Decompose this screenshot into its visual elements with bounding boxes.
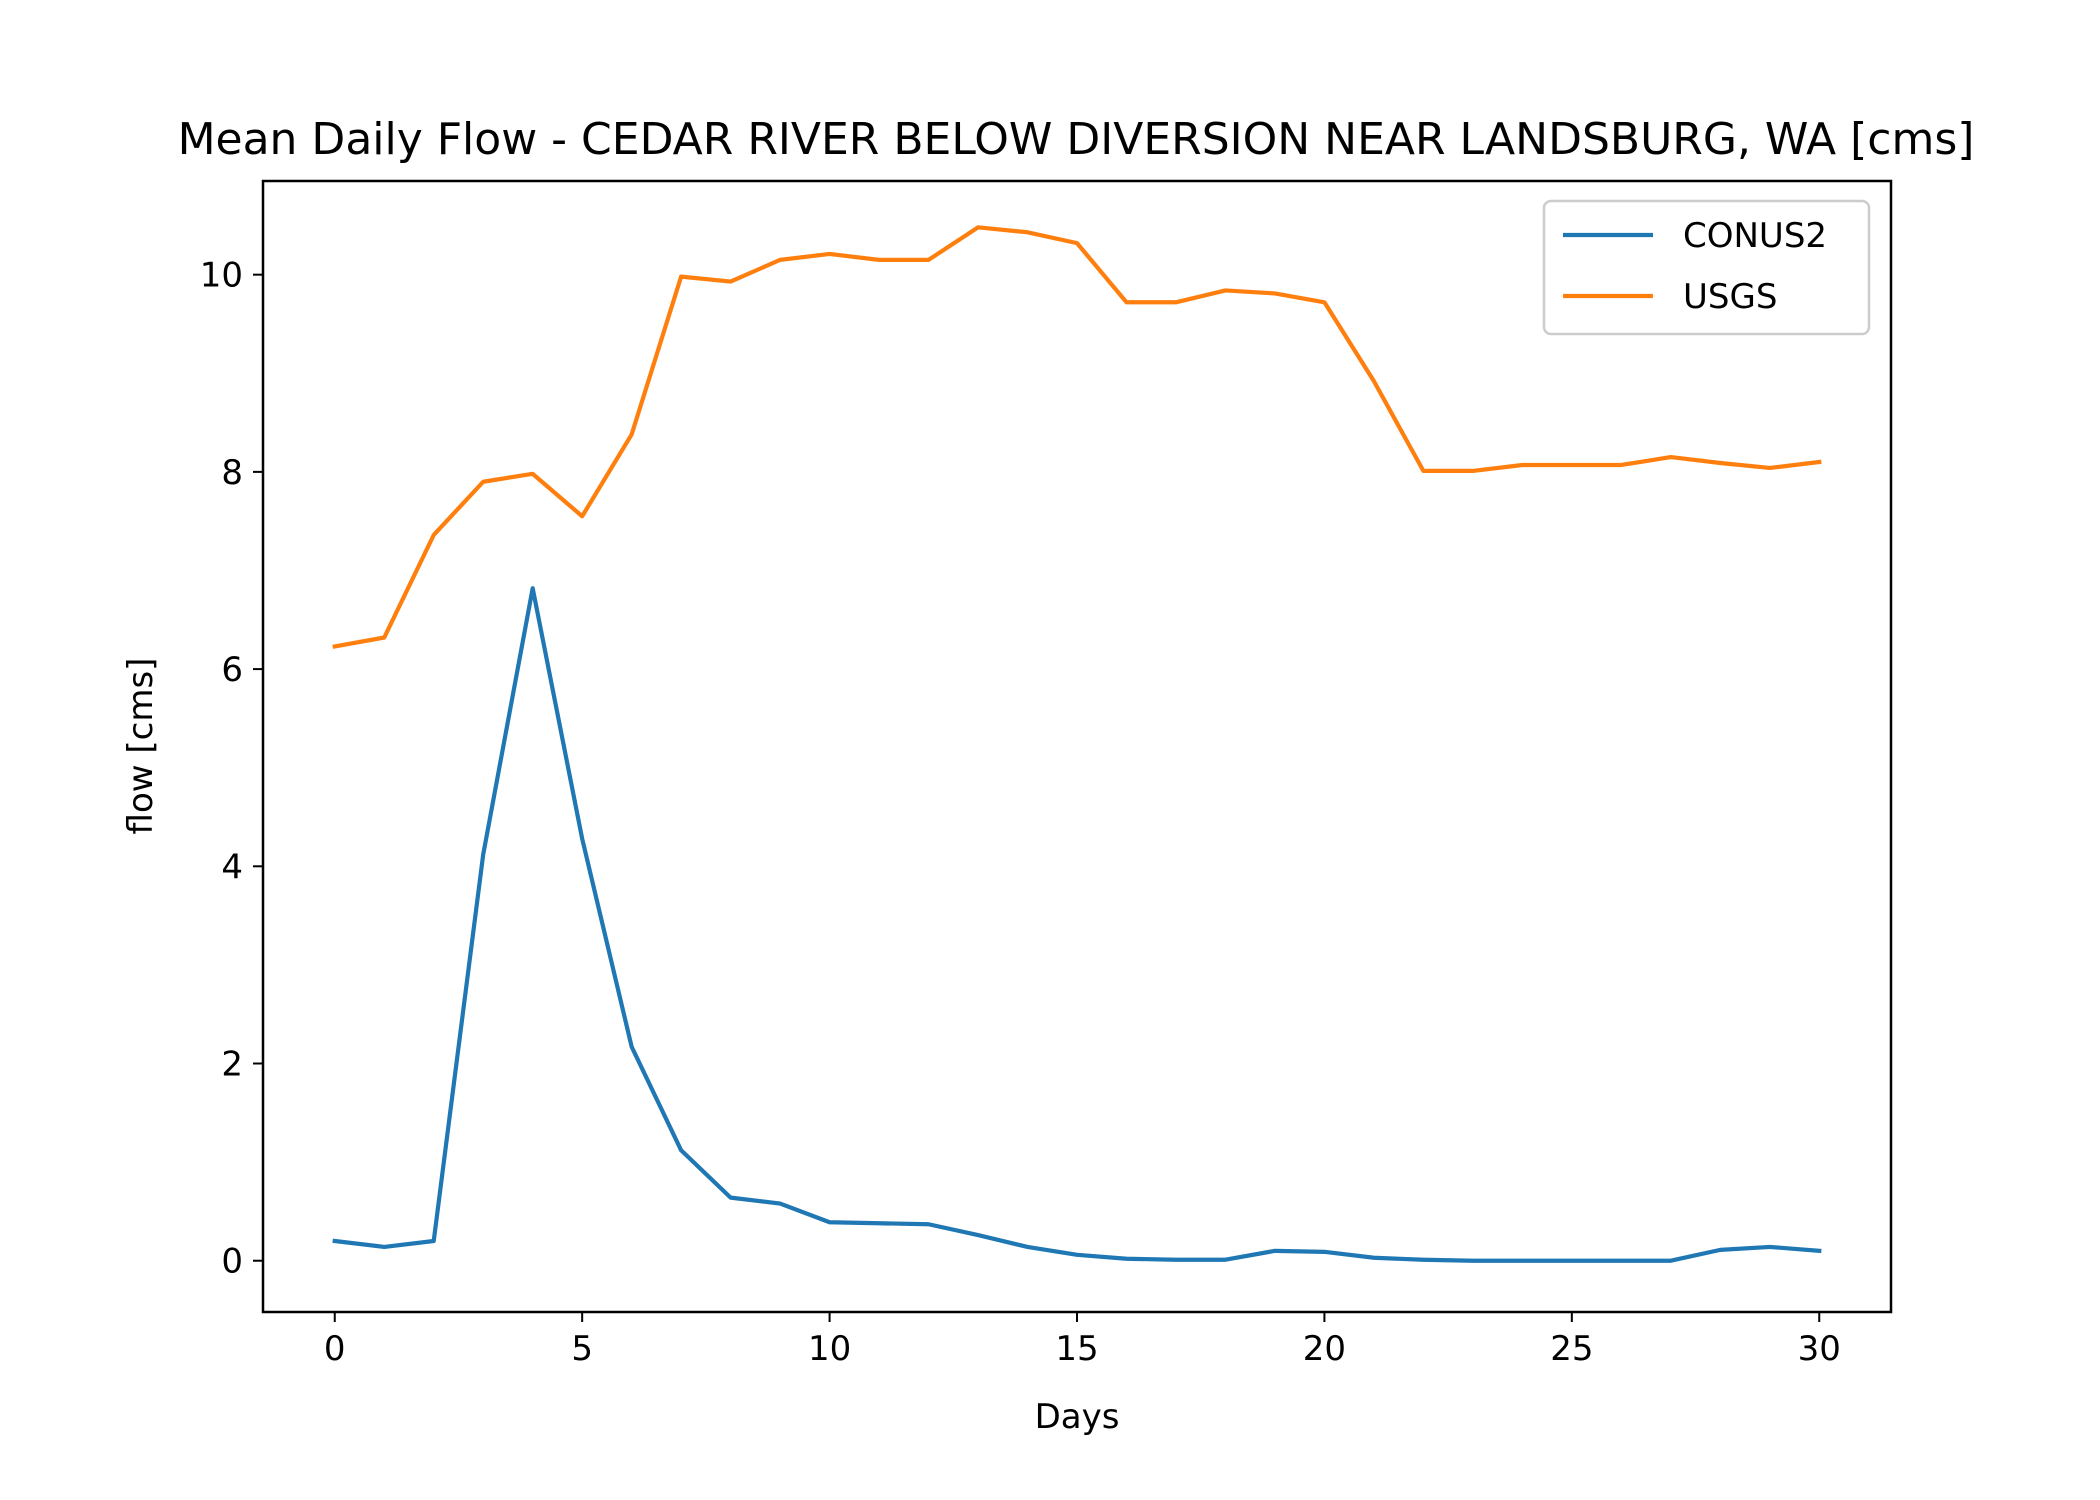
x-tick-label: 20 bbox=[1303, 1329, 1346, 1369]
x-tick-label: 5 bbox=[571, 1329, 593, 1369]
y-tick-label: 2 bbox=[221, 1045, 243, 1085]
y-tick-label: 6 bbox=[221, 650, 243, 690]
y-tick-label: 8 bbox=[221, 453, 243, 493]
x-tick-label: 0 bbox=[324, 1329, 346, 1369]
y-tick-label: 10 bbox=[200, 256, 243, 296]
x-tick-label: 10 bbox=[808, 1329, 851, 1369]
series-line-usgs bbox=[332, 225, 1822, 649]
series-layer bbox=[332, 225, 1822, 1263]
x-tick-label: 15 bbox=[1055, 1329, 1098, 1369]
x-axis: 0 5 10 15 20 25 30 bbox=[324, 1312, 1841, 1369]
y-tick-label: 4 bbox=[221, 847, 243, 887]
legend-label-conus2: CONUS2 bbox=[1683, 216, 1827, 256]
x-tick-label: 25 bbox=[1550, 1329, 1593, 1369]
x-tick-label: 30 bbox=[1798, 1329, 1841, 1369]
y-tick-label: 0 bbox=[221, 1242, 243, 1282]
legend-label-usgs: USGS bbox=[1683, 277, 1777, 317]
x-axis-title: Days bbox=[1035, 1397, 1120, 1437]
y-axis: 0 2 4 6 8 10 bbox=[200, 256, 263, 1282]
chart-title: Mean Daily Flow - CEDAR RIVER BELOW DIVE… bbox=[178, 114, 1975, 165]
legend: CONUS2 USGS bbox=[1542, 199, 1871, 336]
y-axis-title: flow [cms] bbox=[121, 658, 161, 835]
series-line-conus2 bbox=[332, 586, 1822, 1263]
